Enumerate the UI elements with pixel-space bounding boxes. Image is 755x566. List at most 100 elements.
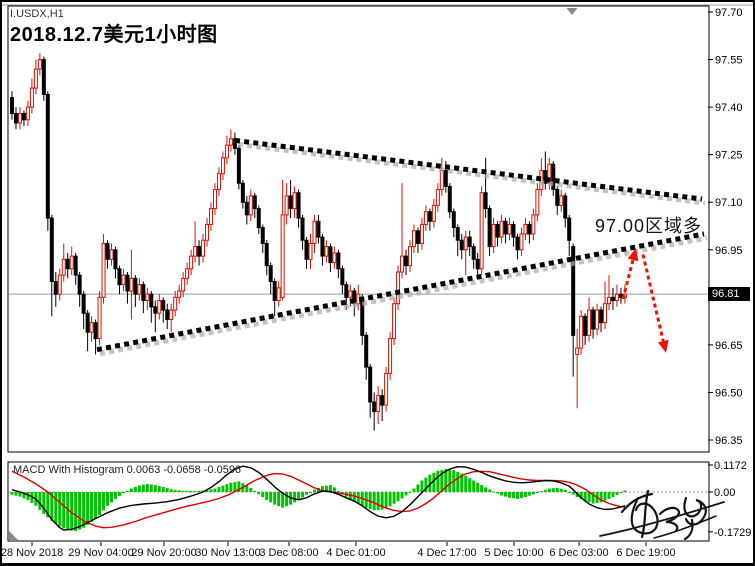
candle-body [252,195,257,210]
histogram-bar [519,492,523,498]
price-axis[interactable]: 97.70 97.55 97.40 97.25 97.10 96.95 96.65 96.50… [708,7,743,447]
histogram-bar [86,492,90,525]
candle-body [392,303,397,340]
signature-watermark [599,489,725,541]
candle-body [189,255,194,270]
histogram-bar [328,485,332,492]
histogram-bar [440,469,444,492]
histogram-bar [535,492,539,493]
candle-body [595,309,600,330]
candle-body [411,230,416,248]
histogram-bar [376,492,380,511]
histogram-bar [396,492,400,502]
arrow-reject-down[interactable] [641,254,669,353]
candle-body [292,192,297,210]
candle-body [197,246,202,257]
candle-body [296,192,301,219]
candle-body [523,223,528,235]
histogram-bar [165,488,169,492]
histogram-bar [416,484,420,492]
candle-body [81,293,86,314]
histogram-bar [137,485,141,492]
histogram-bar [336,490,340,492]
histogram-bar [153,485,157,492]
candle-body [280,214,285,298]
candle-body [491,223,496,248]
time-tick-label: 29 Nov 20:00 [131,547,196,559]
histogram-bar [133,487,137,492]
candle-body [21,112,26,121]
histogram-bar [14,492,18,496]
candle-body [17,112,22,124]
candle-body [579,315,584,349]
candle-body [336,252,341,270]
trendline-ascending-support[interactable] [96,231,708,357]
signature-stroke [630,496,659,535]
histogram-bar [372,492,376,511]
histogram-bar [320,486,324,492]
histogram-bar [309,492,312,493]
candle-body [415,230,420,244]
candle-body [232,138,237,149]
histogram-bar [261,492,265,498]
histogram-bar [193,491,197,493]
macd-axis[interactable]: 0.1172 0.00 -0.1729 [708,460,751,539]
candle-body [471,246,476,260]
histogram-bar [46,492,50,518]
histogram-bar [237,481,241,492]
histogram-bar [539,491,543,493]
macd-main-line [11,465,626,531]
arrow-shaft [621,256,636,300]
candle-body [571,246,576,336]
candle-body [61,258,66,276]
candle-body [29,87,34,108]
candle-body [304,239,309,260]
histogram-bar [62,492,66,529]
time-tick-label: 4 Dec 01:00 [326,547,385,559]
signature-sweep-2 [653,515,717,539]
histogram-bar [38,492,42,510]
histogram-bar [265,492,269,501]
trade-annotation-text[interactable]: 97.00区域多 [595,216,703,236]
trendline-descending-resistance[interactable] [234,137,706,206]
candle-body [408,246,412,267]
current-price-tag: 96.81 [708,287,750,302]
candle-body [25,106,30,121]
time-tick-label: 29 Nov 04:00 [68,547,133,559]
candle-body [479,192,484,270]
candle-body [201,239,206,257]
candle-body [193,246,198,257]
histogram-bar [197,490,201,492]
candle-body [173,296,178,311]
candle-body [328,246,333,263]
histogram-bar [257,492,261,495]
candle-body [33,68,38,89]
macd-indicator-label: MACD With Histogram 0.0063 -0.0658 -0.05… [13,464,242,476]
histogram-bar [78,492,82,530]
histogram-bar [149,484,153,492]
candle-body [427,211,432,222]
candle-body [475,258,480,270]
histogram-bar [181,490,185,492]
histogram-bar [424,477,428,492]
histogram-bar [102,492,106,511]
candle-body [272,280,277,302]
histogram-bar [515,492,519,499]
candle-body [567,217,572,241]
candle-body [65,258,70,270]
histogram-bar [488,489,492,492]
candle-body [268,265,273,282]
candle-body [10,97,14,114]
histogram-bar [229,482,233,492]
candle-body [248,195,253,216]
histogram-bar [567,492,571,493]
candle-body [332,252,337,263]
arrow-bounce-up[interactable] [621,248,639,300]
candle-body [300,217,305,241]
candle-body [129,277,134,292]
candle-body [451,211,456,229]
histogram-bar [253,490,257,492]
